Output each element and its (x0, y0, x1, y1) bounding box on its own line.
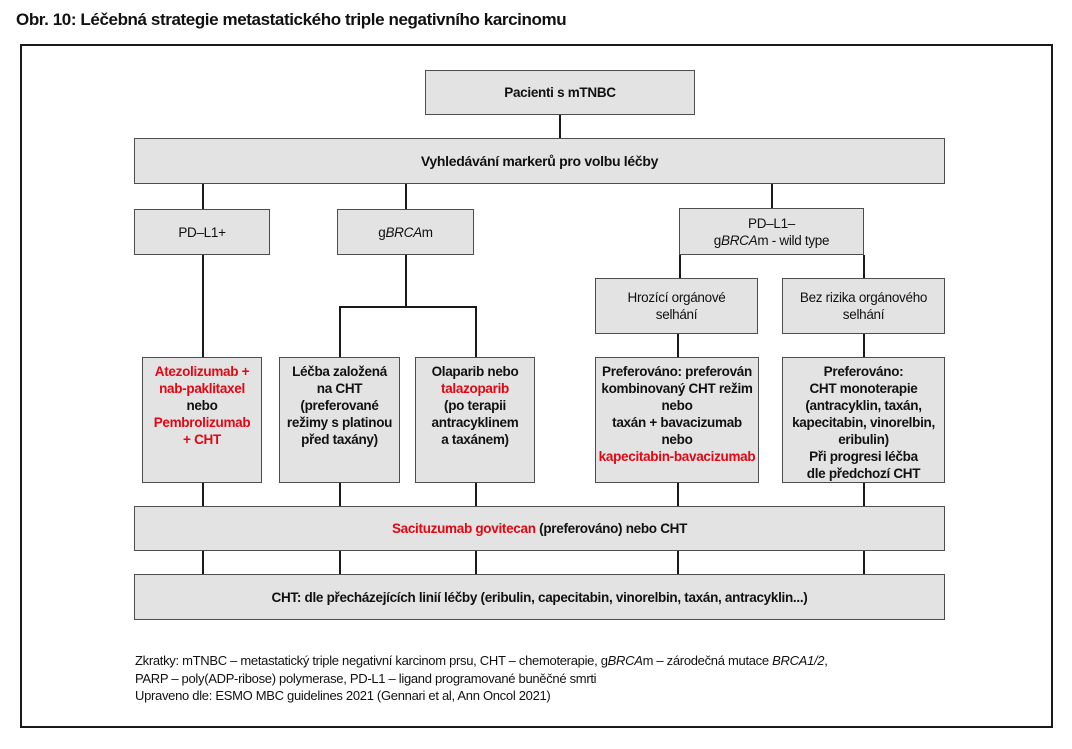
connector-sacituzumab-to-cht-5 (863, 551, 865, 574)
connector-sacituzumab-to-cht-4 (677, 551, 679, 574)
connector-tx5-to-sacituzumab (863, 483, 865, 506)
node-patients: Pacienti s mTNBC (425, 70, 695, 115)
connector-split-to-tx3 (475, 306, 477, 357)
node-no-organ-failure-risk: Bez rizika orgánového selhání (782, 278, 945, 334)
connector-markers-to-gbrcam (405, 184, 407, 209)
flowchart-frame: Pacienti s mTNBC Vyhledávání markerů pro… (20, 44, 1053, 728)
node-organ-failure-risk: Hrozící orgánové selhání (595, 278, 758, 334)
connector-tx4-to-sacituzumab (677, 483, 679, 506)
connector-sacituzumab-to-cht-1 (202, 551, 204, 574)
node-tx-olaparib: Olaparib nebo talazoparib (po terapii antra… (415, 357, 535, 483)
connector-pdl1neg-to-organ-risk (679, 255, 681, 278)
connector-tx2-to-sacituzumab (339, 483, 341, 506)
connector-tx1-to-sacituzumab (202, 483, 204, 506)
node-pdl1-negative-wildtype: PD–L1– gBRCAm - wild type (679, 208, 864, 255)
connector-organ-risk-to-tx4 (677, 334, 679, 357)
connector-pdl1neg-to-no-organ-risk (863, 255, 865, 278)
connector-sacituzumab-to-cht-3 (475, 551, 477, 574)
connector-sacituzumab-to-cht-2 (339, 551, 341, 574)
connector-pdl1pos-to-tx1 (202, 255, 204, 357)
connector-split-to-tx2 (339, 306, 341, 357)
node-tx-cht-monotherapy: Preferováno: CHT monoterapie (antracyklin,… (782, 357, 945, 483)
connector-root-to-markers (559, 115, 561, 138)
node-pdl1-positive: PD–L1+ (134, 209, 270, 255)
node-marker-search: Vyhledávání markerů pro volbu léčby (134, 138, 945, 184)
connector-gbrcam-split (339, 306, 476, 308)
figure-title: Obr. 10: Léčebná strategie metastatickéh… (16, 10, 567, 29)
node-tx-cht-platinum: Léčba založená na CHT (preferované režimy s… (279, 357, 400, 483)
node-sacituzumab-govitecan: Sacituzumab govitecan (preferováno) nebo… (134, 506, 945, 551)
node-gbrcam: gBRCAm (337, 209, 474, 255)
connector-tx3-to-sacituzumab (475, 483, 477, 506)
node-tx-atezolizumab: Atezolizumab + nab-paklitaxel nebo Pembroli… (142, 357, 262, 483)
node-tx-combined-cht: Preferováno: preferován kombinovaný CHT r… (595, 357, 759, 483)
connector-no-organ-risk-to-tx5 (863, 334, 865, 357)
connector-gbrcam-stem (405, 255, 407, 306)
footer-abbreviations: Zkratky: mTNBC – metastatický triple neg… (135, 653, 828, 703)
connector-markers-to-pdl1pos (202, 184, 204, 209)
node-cht-previous-lines: CHT: dle přecházejících linií léčby (eri… (134, 574, 945, 620)
connector-markers-to-pdl1neg (771, 184, 773, 208)
